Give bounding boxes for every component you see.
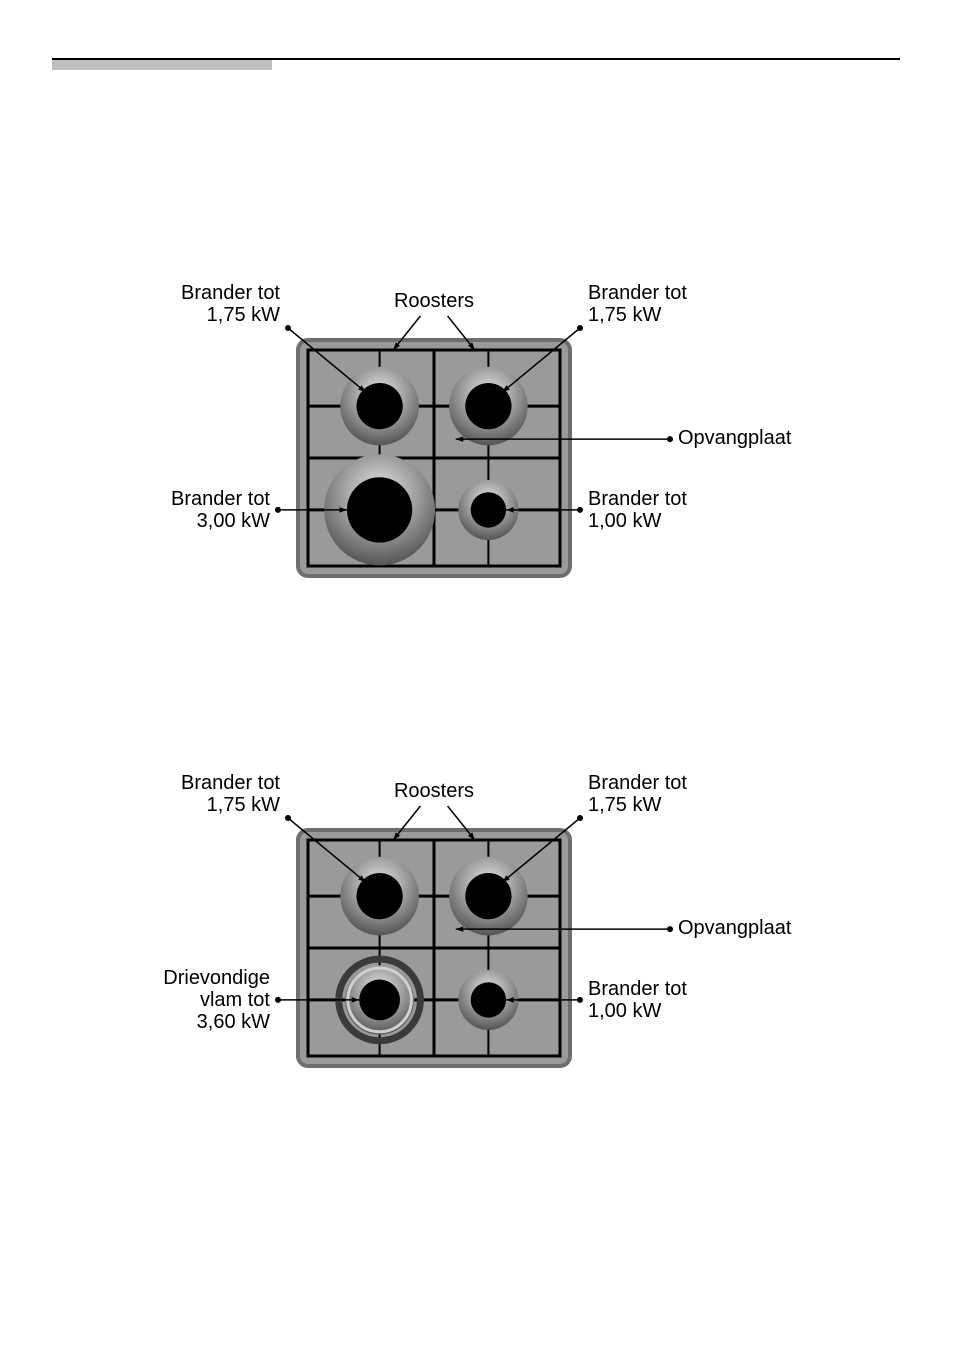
top-rule-grey <box>52 60 272 70</box>
label-roosters: Roosters <box>394 780 474 802</box>
label-burner-bottom-left: Brander tot3,00 kW <box>171 488 270 532</box>
burner-bottom-right <box>471 492 506 527</box>
label-drip-tray: Opvangplaat <box>678 917 791 939</box>
hob-svg <box>0 720 954 1126</box>
label-burner-bottom-left: Drievondigevlam tot3,60 kW <box>163 967 270 1033</box>
burner-bottom-right <box>471 982 506 1017</box>
hob-diagram: Roosters Brander tot1,75 kW Brander tot1,7… <box>0 720 954 1136</box>
label-roosters: Roosters <box>394 290 474 312</box>
label-burner-top-right: Brander tot1,75 kW <box>588 282 687 326</box>
burner-bottom-left <box>359 980 400 1021</box>
label-burner-bottom-right: Brander tot1,00 kW <box>588 488 687 532</box>
label-burner-bottom-right: Brander tot1,00 kW <box>588 978 687 1022</box>
label-drip-tray: Opvangplaat <box>678 427 791 449</box>
label-burner-top-left: Brander tot1,75 kW <box>181 282 280 326</box>
hob-svg <box>0 230 954 636</box>
label-burner-top-left: Brander tot1,75 kW <box>181 772 280 816</box>
label-burner-top-right: Brander tot1,75 kW <box>588 772 687 816</box>
burner-bottom-left <box>347 477 412 542</box>
hob-diagram: Roosters Brander tot1,75 kW Brander tot1,7… <box>0 230 954 646</box>
